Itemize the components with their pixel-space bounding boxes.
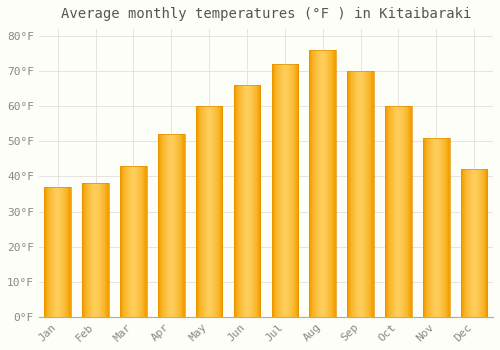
- Bar: [272, 64, 298, 317]
- Bar: [310, 50, 336, 317]
- Bar: [461, 169, 487, 317]
- Bar: [385, 106, 411, 317]
- Title: Average monthly temperatures (°F ) in Kitaibaraki: Average monthly temperatures (°F ) in Ki…: [60, 7, 471, 21]
- Bar: [120, 166, 146, 317]
- Bar: [44, 187, 71, 317]
- Bar: [423, 138, 450, 317]
- Bar: [234, 85, 260, 317]
- Bar: [82, 183, 109, 317]
- Bar: [158, 134, 184, 317]
- Bar: [196, 106, 222, 317]
- Bar: [348, 71, 374, 317]
